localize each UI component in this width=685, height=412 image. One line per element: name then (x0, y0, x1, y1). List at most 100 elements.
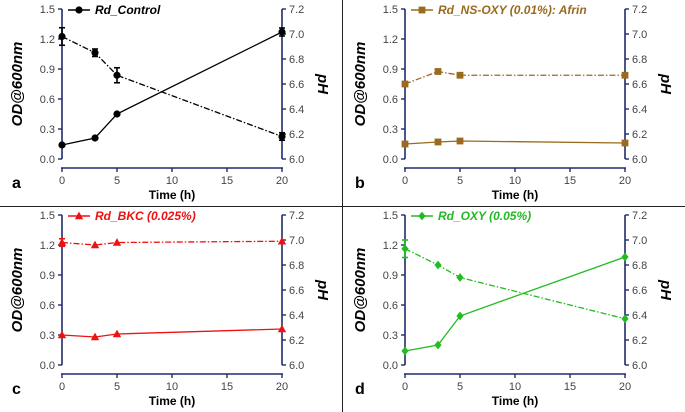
legend-label: Rd_Control (95, 3, 161, 17)
y2-tick-label: 7.2 (289, 210, 304, 222)
y-tick-label: 0.9 (383, 270, 398, 282)
series-line (61, 328, 283, 338)
legend-marker (75, 6, 83, 14)
y-tick-label: 0.6 (40, 94, 55, 106)
x-tick-label: 5 (114, 381, 120, 393)
series-line (404, 140, 626, 145)
x-tick-label: 15 (564, 381, 576, 393)
data-point (456, 71, 464, 79)
y2-tick-label: 6.8 (632, 260, 647, 272)
data-point (91, 49, 99, 57)
y2-tick-label: 6.8 (289, 260, 304, 272)
chart-panel-d: 0.0 0.3 0.6 0.9 1.2 1.5 6.0 6.2 6.4 6.6 6.8 7.0 7.2 0… (352, 209, 674, 408)
data-point (112, 329, 122, 338)
panel-label: c (12, 381, 21, 398)
series-od (58, 27, 286, 149)
y-tick-label: 1.2 (383, 240, 398, 252)
legend-label: Rd_NS-OXY (0.01%): Afrin (438, 3, 587, 17)
y-tick-label: 1.2 (40, 240, 55, 252)
y-tick-label: 0.0 (40, 360, 55, 372)
y-tick-label: 0.6 (383, 94, 398, 106)
data-point (456, 137, 464, 145)
y-tick-label: 0.3 (383, 124, 398, 136)
y2-tick-label: 7.2 (632, 4, 647, 16)
y-tick-label: 0.6 (383, 300, 398, 312)
data-point (277, 236, 287, 245)
x-tick-label: 0 (402, 381, 408, 393)
x-axis-label: Time (h) (492, 188, 538, 202)
y2-tick-label: 6.2 (632, 335, 647, 347)
x-tick-label: 20 (276, 381, 288, 393)
data-point (401, 244, 409, 254)
series-line (404, 70, 625, 85)
data-point (456, 273, 464, 282)
x-axis-label: Time (h) (149, 394, 195, 408)
y-tick-label: 0.0 (383, 154, 398, 166)
y2-tick-label: 6.6 (632, 285, 647, 297)
data-point (434, 340, 442, 350)
y-tick-label: 1.5 (383, 4, 398, 16)
x-tick-label: 20 (619, 381, 631, 393)
series-line (61, 31, 283, 146)
y2-tick-label: 6.0 (632, 360, 647, 372)
y-tick-label: 0.3 (40, 330, 55, 342)
y-tick-label: 0.6 (40, 300, 55, 312)
legend-label: Rd_BKC (0.025%) (95, 209, 196, 223)
x-tick-label: 5 (457, 381, 463, 393)
series-ph (401, 239, 629, 324)
data-point (57, 330, 67, 339)
data-point (90, 240, 100, 249)
data-point (90, 332, 100, 341)
x-tick-label: 15 (221, 381, 233, 393)
x-tick-label: 20 (276, 175, 288, 187)
y2-tick-label: 7.0 (289, 235, 304, 247)
data-point (113, 110, 121, 118)
data-point (401, 140, 409, 148)
panel-label: d (355, 381, 365, 398)
y2-tick-label: 6.0 (289, 154, 304, 166)
y2-tick-label: 6.4 (632, 310, 647, 322)
y2-axis-label: pH (314, 279, 331, 301)
x-tick-label: 10 (166, 175, 178, 187)
data-point (277, 324, 287, 333)
x-tick-label: 0 (59, 175, 65, 187)
y2-tick-label: 6.6 (289, 285, 304, 297)
x-axis-label: Time (h) (492, 394, 538, 408)
data-point (456, 311, 464, 321)
y2-axis-label: pH (314, 73, 331, 95)
y2-axis-label: pH (657, 279, 674, 301)
y2-tick-label: 6.8 (289, 54, 304, 66)
data-point (434, 68, 442, 75)
series-od (401, 252, 629, 356)
data-point (278, 132, 286, 141)
y-tick-label: 1.2 (383, 34, 398, 46)
data-point (621, 314, 629, 324)
x-tick-label: 20 (619, 175, 631, 187)
panel-label: b (355, 175, 365, 192)
y-tick-label: 0.9 (40, 64, 55, 76)
y2-tick-label: 7.0 (632, 29, 647, 41)
y2-tick-label: 6.2 (289, 129, 304, 141)
y-axis-label: OD@600nm (352, 42, 369, 127)
series-ph (57, 236, 287, 249)
x-tick-label: 0 (402, 175, 408, 187)
y2-tick-label: 6.0 (289, 360, 304, 372)
y2-tick-label: 6.6 (632, 79, 647, 91)
data-point (91, 134, 99, 142)
y2-tick-label: 6.4 (289, 104, 304, 116)
y2-tick-label: 6.4 (289, 310, 304, 322)
data-point (401, 346, 409, 356)
y-tick-label: 0.3 (383, 330, 398, 342)
data-point (401, 80, 409, 88)
y2-tick-label: 7.0 (289, 29, 304, 41)
y-axis-label: OD@600nm (9, 42, 26, 127)
y-tick-label: 1.5 (40, 210, 55, 222)
data-point (434, 260, 442, 270)
legend-label: Rd_OXY (0.05%) (438, 209, 531, 223)
data-point (621, 252, 629, 262)
series-od (57, 324, 287, 341)
data-point (113, 71, 121, 79)
panel-label: a (12, 175, 21, 192)
y2-tick-label: 7.2 (632, 210, 647, 222)
